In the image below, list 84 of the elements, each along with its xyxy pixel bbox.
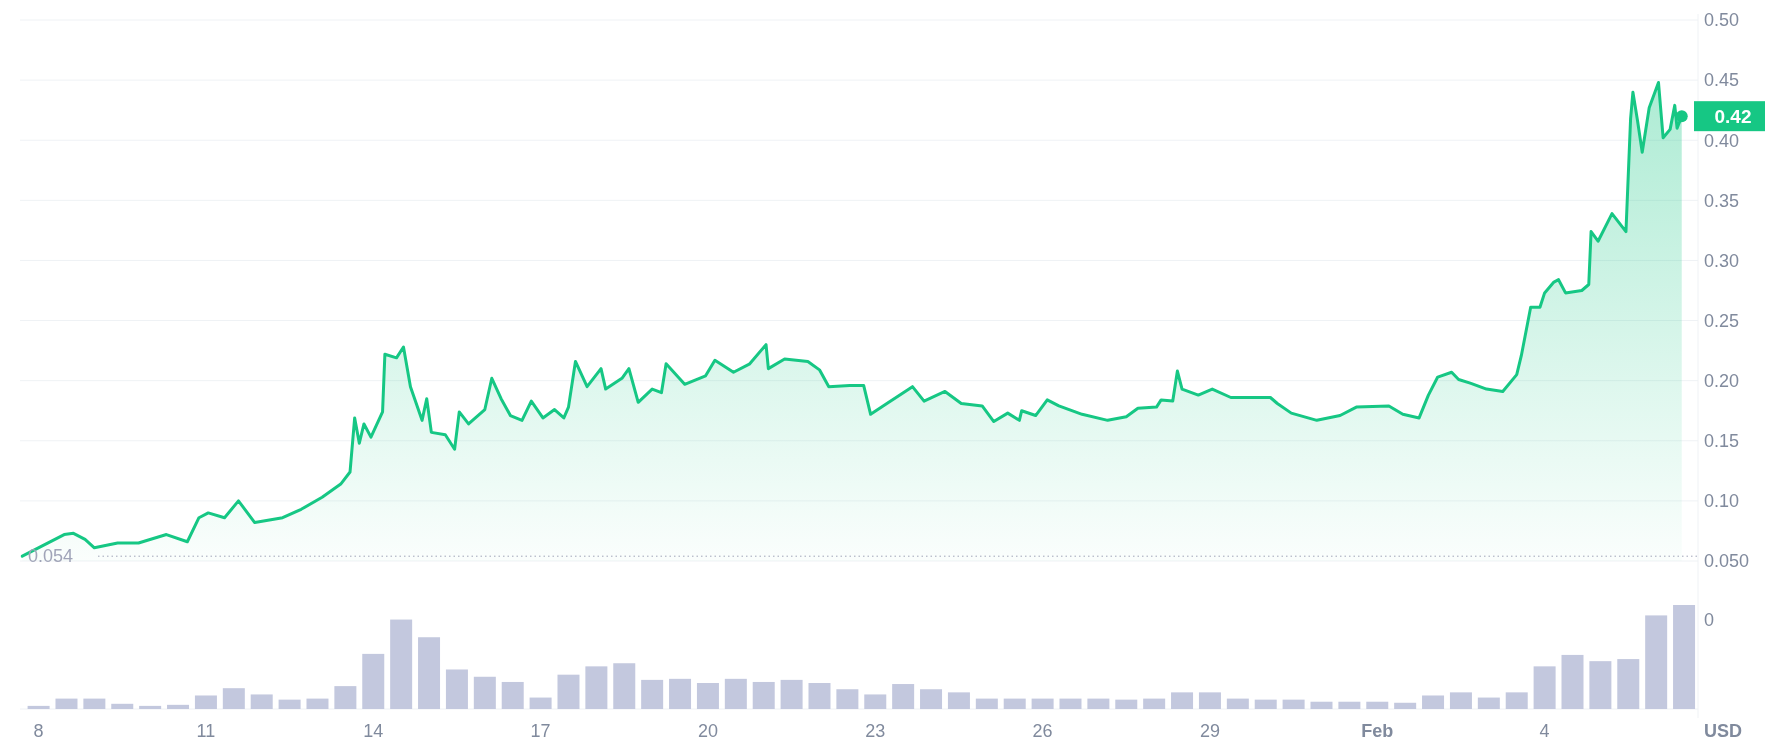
annotation: 0.42 [1714,105,1752,127]
y-tick-label: 0.45 [1704,70,1740,91]
text: 0 [1704,610,1715,631]
x-tick-label: 29 [1199,721,1220,741]
bar [83,698,106,709]
bar [250,694,273,709]
bar [1366,701,1389,709]
bar [1198,692,1221,709]
bar [1561,654,1584,709]
bar [641,679,664,709]
ref-line-label: 0.054 [28,546,74,567]
bar [501,681,524,709]
x-tick-label: 8 [33,721,44,741]
bar [892,684,915,709]
bar [111,703,134,709]
bar [1226,698,1249,709]
bar [780,679,803,709]
y-tick-label: 0.050 [1704,551,1750,572]
x-tick-label: 4 [1539,721,1550,741]
bar [1254,699,1277,709]
bar [167,704,190,709]
bar [1171,692,1194,709]
bar [27,705,50,709]
bar [836,689,859,709]
bar [418,637,441,709]
y-axis-title: USD [1704,721,1743,741]
bar [139,705,162,709]
x-tick-label: 23 [865,721,886,741]
bar [1645,615,1668,709]
bar [613,663,636,709]
bar [1533,666,1556,709]
y-tick-label: 0.30 [1704,250,1740,271]
bar [222,688,245,709]
x-tick-label: 14 [363,721,384,741]
bar [1449,692,1472,709]
bar [1589,661,1612,709]
bar [334,686,357,709]
x-tick-label: 11 [196,721,216,741]
bar [1003,698,1026,709]
bar [473,676,496,709]
y-tick-label: 0.40 [1704,130,1740,151]
y-tick-label: 0.10 [1704,491,1740,512]
bar [1673,605,1696,709]
bar [194,695,217,709]
x-tick-label: 26 [1032,721,1053,741]
bar [1422,695,1445,709]
x-tick-label: 17 [530,721,551,741]
bar [1087,698,1110,709]
bar [55,698,78,709]
bar [1282,699,1305,709]
bar [1617,659,1640,709]
bar [947,692,970,709]
bar [864,694,887,709]
bar [1115,699,1138,709]
y-tick-label: 0.20 [1704,370,1740,391]
y-tick-label: 0.15 [1704,431,1740,452]
bar [1310,701,1333,709]
bar [278,699,301,709]
x-tick-label: Feb [1361,721,1394,741]
y-tick-label: 0.50 [1704,10,1740,31]
bar [557,674,580,709]
bar [585,666,608,709]
bar [1338,701,1361,709]
x-tick-label: 20 [697,721,718,741]
bar [1477,697,1500,709]
bar [306,698,329,709]
y-tick-label: 0.35 [1704,190,1740,211]
bar [1394,702,1417,709]
bar [1143,698,1166,709]
bar [362,653,385,709]
bar [445,669,468,709]
bar [975,698,998,709]
bar [669,678,692,709]
bar [696,683,719,709]
bar [529,697,552,709]
bar [724,678,747,709]
y-tick-label: 0.25 [1704,310,1740,331]
bar [752,681,775,709]
bar [1059,698,1082,709]
bar [920,689,943,709]
bar [808,683,831,709]
bar [390,619,413,709]
bar [1031,698,1054,709]
bar [1505,692,1528,709]
